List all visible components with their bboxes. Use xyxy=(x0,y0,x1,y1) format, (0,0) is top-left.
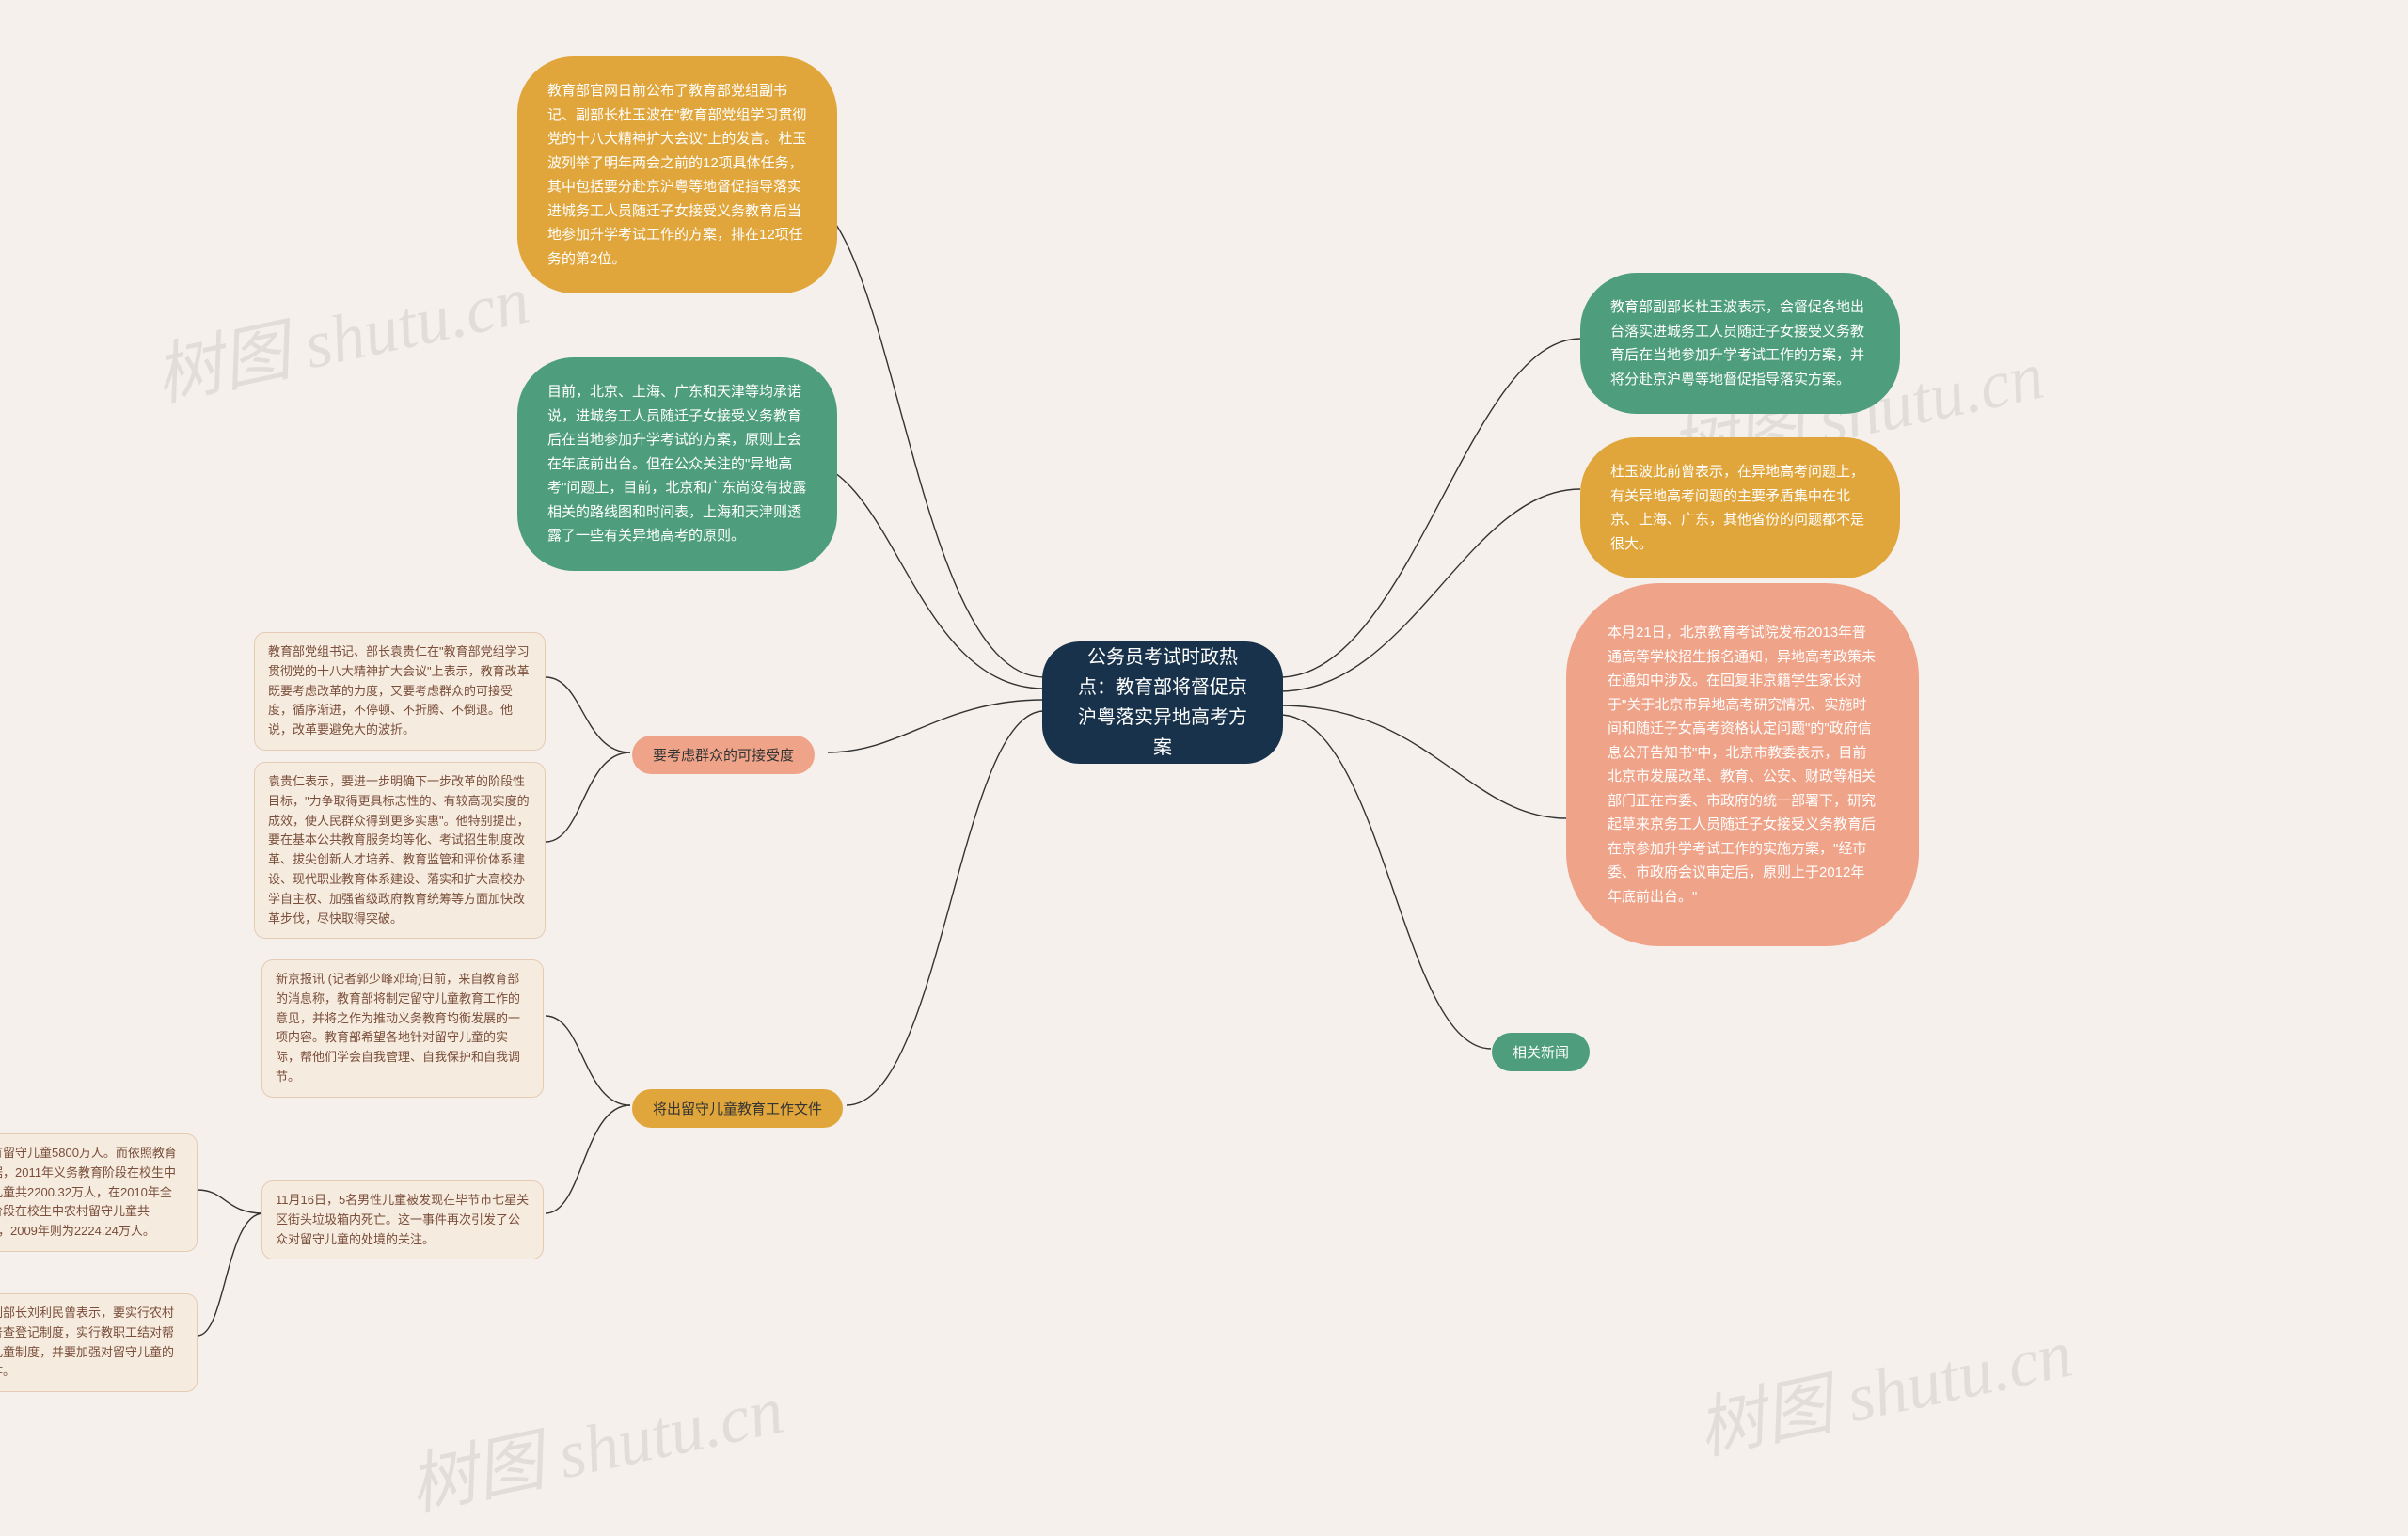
node-text: 目前，北京、上海、广东和天津等均承诺说，进城务工人员随迁子女接受义务教育后在当地… xyxy=(547,384,806,544)
node-text: 教育部党组书记、部长袁贵仁在"教育部党组学习贯彻党的十八大精神扩大会议"上表示，… xyxy=(268,644,530,736)
pill-text: 将出留守儿童教育工作文件 xyxy=(653,1101,822,1117)
center-node: 公务员考试时政热点：教育部将督促京沪粤落实异地高考方案 xyxy=(1042,641,1283,764)
node-text: 新京报讯 (记者郭少峰邓琦)日前，来自教育部的消息称，教育部将制定留守儿童教育工… xyxy=(276,972,520,1084)
watermark: 树图 shutu.cn xyxy=(398,1354,790,1529)
center-node-text: 公务员考试时政热点：教育部将督促京沪粤落实异地高考方案 xyxy=(1072,642,1253,763)
pill-text: 要考虑群众的可接受度 xyxy=(653,748,794,764)
left-branch-2-child-1: 袁贵仁表示，要进一步明确下一步改革的阶段性目标，"力争取得更具标志性的、有较高现… xyxy=(254,762,546,939)
watermark: 树图 shutu.cn xyxy=(1687,1297,2079,1473)
left-branch-2-label: 要考虑群众的可接受度 xyxy=(632,736,815,774)
node-text: 11月16日，5名男性儿童被发现在毕节市七星关区街头垃圾箱内死亡。这一事件再次引… xyxy=(276,1193,529,1246)
right-branch-3: 相关新闻 xyxy=(1492,1033,1590,1071)
node-text: 教育部官网日前公布了教育部党组副书记、副部长杜玉波在"教育部党组学习贯彻党的十八… xyxy=(547,83,806,267)
right-branch-2: 本月21日，北京教育考试院发布2013年普通高等学校招生报名通知，异地高考政策未… xyxy=(1566,583,1919,946)
left-branch-3-grandchild-0: 目前，我国有留守儿童5800万人。而依照教育部公布的数据，2011年义务教育阶段… xyxy=(0,1133,198,1252)
right-branch-0: 教育部副部长杜玉波表示，会督促各地出台落实进城务工人员随迁子女接受义务教育后在当… xyxy=(1580,273,1900,414)
left-branch-0: 教育部官网日前公布了教育部党组副书记、副部长杜玉波在"教育部党组学习贯彻党的十八… xyxy=(517,56,837,293)
watermark: 树图 shutu.cn xyxy=(144,244,536,420)
left-branch-2-child-0: 教育部党组书记、部长袁贵仁在"教育部党组学习贯彻党的十八大精神扩大会议"上表示，… xyxy=(254,632,546,751)
left-branch-1: 目前，北京、上海、广东和天津等均承诺说，进城务工人员随迁子女接受义务教育后在当地… xyxy=(517,357,837,571)
left-branch-3-grandchild-1: 此前教育部副部长刘利民曾表示，要实行农村留守儿童的普查登记制度，实行教职工结对帮… xyxy=(0,1293,198,1392)
right-branch-1: 杜玉波此前曾表示，在异地高考问题上，有关异地高考问题的主要矛盾集中在北京、上海、… xyxy=(1580,437,1900,578)
left-branch-3-child-0: 新京报讯 (记者郭少峰邓琦)日前，来自教育部的消息称，教育部将制定留守儿童教育工… xyxy=(261,959,544,1098)
left-branch-3-label: 将出留守儿童教育工作文件 xyxy=(632,1089,843,1128)
node-text: 袁贵仁表示，要进一步明确下一步改革的阶段性目标，"力争取得更具标志性的、有较高现… xyxy=(268,774,530,926)
node-text: 本月21日，北京教育考试院发布2013年普通高等学校招生报名通知，异地高考政策未… xyxy=(1608,625,1876,905)
node-text: 目前，我国有留守儿童5800万人。而依照教育部公布的数据，2011年义务教育阶段… xyxy=(0,1146,177,1238)
pill-text: 相关新闻 xyxy=(1513,1045,1569,1061)
node-text: 杜玉波此前曾表示，在异地高考问题上，有关异地高考问题的主要矛盾集中在北京、上海、… xyxy=(1610,464,1864,552)
node-text: 教育部副部长杜玉波表示，会督促各地出台落实进城务工人员随迁子女接受义务教育后在当… xyxy=(1610,299,1864,388)
left-branch-3-child-1: 11月16日，5名男性儿童被发现在毕节市七星关区街头垃圾箱内死亡。这一事件再次引… xyxy=(261,1180,544,1259)
node-text: 此前教育部副部长刘利民曾表示，要实行农村留守儿童的普查登记制度，实行教职工结对帮… xyxy=(0,1306,174,1378)
